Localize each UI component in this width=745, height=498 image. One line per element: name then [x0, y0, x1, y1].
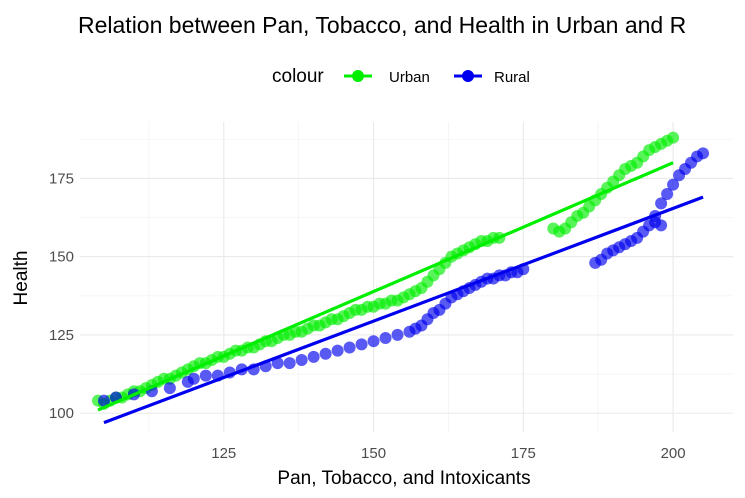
point-rural	[187, 372, 200, 385]
point-rural	[271, 357, 284, 370]
trend-lines	[97, 161, 704, 425]
legend-label-rural: Rural	[494, 69, 530, 86]
trend-line-rural	[103, 195, 704, 425]
x-axis-title: Pan, Tobacco, and Intoxicants	[277, 468, 530, 489]
point-rural	[355, 338, 368, 351]
chart-title: Relation between Pan, Tobacco, and Healt…	[78, 12, 686, 38]
point-rural	[295, 353, 308, 366]
point-rural	[307, 350, 320, 363]
point-rural	[97, 394, 110, 407]
point-rural	[667, 178, 680, 191]
point-rural	[319, 347, 332, 360]
point-rural	[697, 147, 710, 160]
y-axis-title: Health	[11, 251, 32, 306]
point-rural	[655, 219, 668, 232]
legend-label-urban: Urban	[389, 69, 430, 86]
x-tick-label: 150	[361, 445, 386, 462]
point-rural	[283, 357, 296, 370]
legend: colour Urban Rural	[272, 66, 530, 87]
point-rural	[661, 188, 674, 201]
legend-title: colour	[272, 66, 324, 87]
point-rural	[163, 382, 176, 395]
point-rural	[655, 197, 668, 210]
y-tick-label: 150	[49, 249, 74, 266]
point-rural	[343, 341, 356, 354]
point-rural	[199, 369, 212, 382]
x-tick-label: 175	[511, 445, 536, 462]
point-rural	[331, 344, 344, 357]
point-rural	[367, 335, 380, 348]
point-rural	[379, 332, 392, 345]
x-tick-label: 125	[211, 445, 236, 462]
data-points	[91, 131, 710, 410]
x-tick-label: 200	[661, 445, 686, 462]
trend-line-urban	[97, 161, 674, 412]
legend-key-urban	[344, 70, 372, 82]
grid	[80, 122, 733, 432]
y-tick-label: 100	[49, 405, 74, 422]
y-tick-label: 175	[49, 170, 74, 187]
point-urban	[667, 131, 680, 144]
legend-key-rural	[454, 70, 482, 82]
point-rural	[391, 328, 404, 341]
tick-labels: 125 150 175 200 100 125 150 175	[49, 170, 686, 462]
y-tick-label: 125	[49, 327, 74, 344]
